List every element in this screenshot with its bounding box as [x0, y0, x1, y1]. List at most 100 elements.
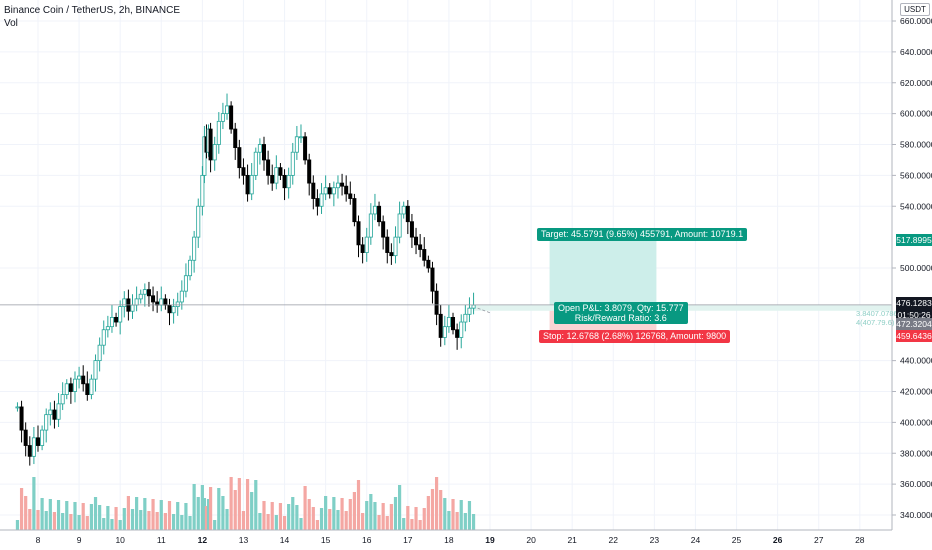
volume-bar	[381, 503, 385, 530]
volume-bar	[172, 514, 176, 530]
candle-body	[216, 120, 221, 145]
candle-body	[249, 174, 254, 195]
candle-body	[471, 304, 476, 309]
candle-body	[44, 414, 49, 431]
candle-body	[467, 307, 472, 315]
volume-bar	[32, 477, 36, 530]
volume-bar	[340, 498, 344, 530]
candle-body	[426, 259, 431, 269]
volume-bar	[426, 496, 430, 530]
volume-bar	[77, 515, 81, 530]
candle-body	[56, 403, 61, 420]
volume-bar	[225, 509, 229, 530]
volume-bar	[406, 506, 410, 530]
price-axis-label: 440.0000	[900, 356, 932, 366]
candle-body	[229, 105, 234, 130]
volume-bar	[463, 513, 467, 530]
open-pnl-badge: Open P&L: 3.8079, Qty: 15.777 Risk/Rewar…	[554, 302, 688, 324]
price-axis-label: 620.0000	[900, 78, 932, 88]
price-axis-label: 540.0000	[900, 201, 932, 211]
candle-body	[344, 185, 349, 195]
candle-body	[85, 383, 90, 395]
volume-bars	[15, 477, 476, 530]
volume-bar	[155, 512, 159, 530]
candle-body	[192, 236, 197, 261]
risk-reward-label: Risk/Reward Ratio: 3.6	[574, 313, 667, 323]
volume-bar	[311, 507, 315, 530]
candle-body	[266, 159, 271, 176]
time-axis[interactable]: 8 9 10 11 12 13 14 15 16 17 18 19 20 21 22 23 24 25 26 27 28	[0, 529, 892, 545]
candle-body	[414, 236, 419, 246]
candle-body	[298, 136, 303, 139]
volume-indicator-label[interactable]: Vol	[4, 18, 18, 29]
time-axis-label: 20	[526, 535, 536, 545]
volume-bar	[377, 515, 381, 530]
candle-body	[52, 409, 57, 420]
candle-body	[23, 429, 28, 446]
price-axis[interactable]: 660.0000 640.0000 620.0000 600.0000 580.0000…	[891, 0, 932, 530]
volume-bar	[307, 499, 311, 530]
volume-bar	[254, 480, 258, 530]
volume-bar	[250, 492, 254, 530]
candle-body	[446, 316, 451, 328]
volume-bar	[348, 499, 352, 530]
volume-bar	[447, 511, 451, 530]
volume-bar	[274, 515, 278, 530]
price-axis-label: 400.0000	[900, 417, 932, 427]
candle-body	[68, 383, 73, 392]
candle-body	[27, 445, 32, 457]
time-axis-label: 28	[855, 535, 865, 545]
price-axis-label: 560.0000	[900, 170, 932, 180]
candle-body	[60, 394, 65, 405]
candle-body	[77, 375, 82, 380]
entry-note-1: 3.8407.0786	[856, 309, 898, 318]
candle-body	[418, 244, 423, 250]
candle-body	[200, 174, 205, 207]
volume-bar	[196, 497, 200, 530]
volume-bar	[385, 516, 389, 530]
volume-bar	[151, 499, 155, 530]
price-axis-label: 660.0000	[900, 16, 932, 26]
candle-body	[31, 437, 36, 457]
candle-body	[122, 298, 127, 307]
volume-bar	[365, 501, 369, 530]
candle-body	[372, 205, 377, 215]
volume-bar	[44, 511, 48, 530]
volume-bar	[15, 520, 20, 530]
candle-body	[167, 304, 172, 314]
price-axis-label: 600.0000	[900, 109, 932, 119]
candle-body	[245, 174, 250, 195]
candle-body	[463, 313, 468, 323]
volume-bar	[237, 478, 241, 530]
volume-bar	[61, 513, 65, 530]
candlesticks[interactable]	[15, 93, 476, 466]
symbol-title[interactable]: Binance Coin / TetherUS, 2h, BINANCE	[4, 5, 181, 16]
candle-body	[442, 326, 447, 338]
currency-label[interactable]: USDT	[900, 3, 930, 16]
volume-bar	[192, 484, 196, 530]
volume-bar	[167, 501, 172, 530]
time-axis-label: 16	[362, 535, 372, 545]
candle-body	[101, 329, 106, 346]
time-axis-label: 26	[773, 535, 783, 545]
candle-body	[335, 182, 340, 189]
candle-body	[393, 236, 398, 257]
price-axis-label: 420.0000	[900, 387, 932, 397]
volume-bar	[200, 485, 204, 530]
time-axis-label: 9	[77, 535, 82, 545]
volume-bar	[451, 499, 455, 530]
candle-body	[40, 429, 45, 446]
candle-body	[315, 198, 320, 207]
candle-body	[451, 316, 456, 331]
volume-bar	[73, 502, 77, 530]
candle-body	[360, 244, 365, 253]
price-axis-label: 380.0000	[900, 448, 932, 458]
volume-bar	[443, 498, 447, 530]
price-axis-label: 360.0000	[900, 479, 932, 489]
candle-body	[381, 221, 386, 238]
volume-bar	[414, 507, 418, 530]
volume-bar	[356, 480, 361, 530]
candle-body	[15, 406, 20, 409]
candle-body	[257, 144, 262, 153]
